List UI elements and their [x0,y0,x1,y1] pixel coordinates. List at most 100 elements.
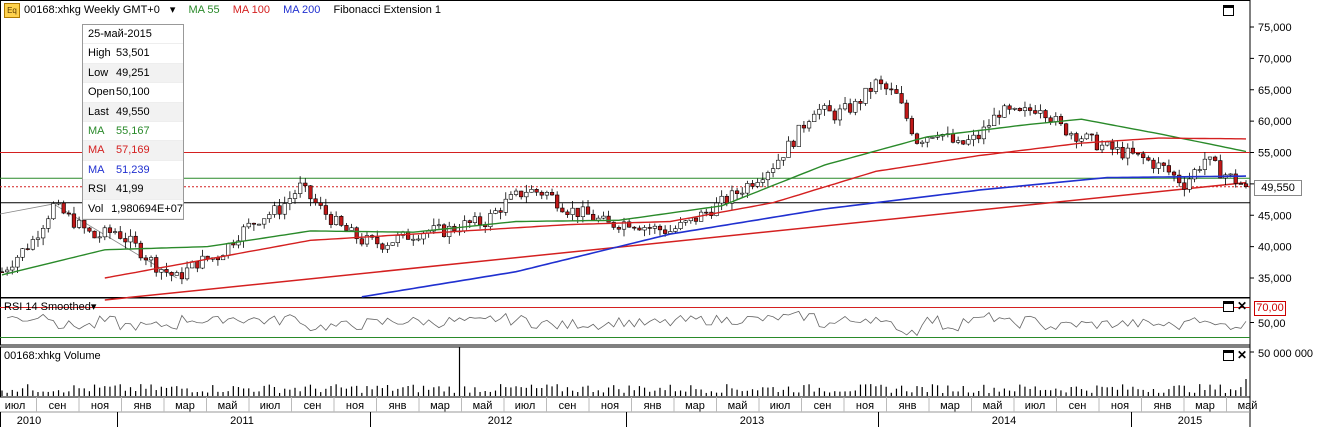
candle-body [791,140,796,147]
candle-body [1243,183,1249,187]
year-label: 2014 [992,415,1016,427]
candle-body [950,133,956,143]
year-label: 2011 [230,415,254,427]
ma200-legend[interactable]: MA 200 [283,4,321,16]
candle-body [878,79,884,85]
candle-body [431,225,436,232]
year-label: 2010 [17,415,41,427]
volume-pane-maximize-icon[interactable] [1223,350,1234,361]
month-label: янв [389,400,407,412]
info-label: Low [88,66,109,79]
candle-body [909,118,914,135]
candle-body [1063,123,1069,136]
candle-body [1048,117,1053,122]
candle-body [1038,110,1043,114]
symbol-badge[interactable]: Eq [4,3,20,18]
candle-body [354,227,359,240]
candle-body [1074,133,1079,142]
candle-body [174,272,179,276]
candle-body [961,140,966,145]
candle-body [627,221,632,228]
candle-body [308,185,313,200]
candle-body [760,179,765,183]
candle-body [1007,105,1012,110]
candle-body [236,240,241,246]
candle-body [61,202,66,214]
candle-body [575,207,580,218]
candle-body [1218,160,1223,179]
candle-body [467,220,472,223]
candle-body [637,227,642,231]
month-label: июл [260,400,281,412]
volume-pane-close-icon[interactable]: ✕ [1237,348,1248,362]
candle-body [976,134,981,140]
ma55-legend[interactable]: MA 55 [188,4,220,16]
year-label: 2012 [488,415,512,427]
candle-body [123,238,128,243]
info-value: 49,550 [116,105,150,118]
candle-body [1069,133,1074,136]
candle-body [827,105,832,112]
candle-body [251,222,256,225]
candle-body [868,87,873,92]
month-label: мар [175,400,195,412]
rsi-title[interactable]: RSI 14 Smoothed▾ [4,301,97,313]
candle-body [925,137,930,143]
month-label: мар [685,400,705,412]
rsi-pane-maximize-icon[interactable] [1223,301,1234,312]
candle-body [411,238,416,241]
candle-body [1161,162,1166,166]
info-value: 55,167 [116,124,150,137]
candle-body [1207,156,1213,160]
info-label: Open [88,86,115,99]
candle-body [488,213,493,228]
candle-body [601,215,606,219]
main-pane-maximize-icon[interactable] [1223,5,1234,16]
info-row-ma: MA 51,239 [83,161,183,181]
info-row-open: Open 50,100 [83,83,183,103]
month-label: ноя [346,400,364,412]
rsi-pane-close-icon[interactable]: ✕ [1237,299,1248,313]
candle-body [416,238,421,241]
candle-body [632,226,637,229]
month-label: май [728,400,748,412]
candle-body [462,220,467,232]
symbol-dropdown-icon[interactable]: ▾ [169,4,176,16]
info-row-rsi: RSI 41,99 [83,180,183,200]
candle-body [5,269,10,273]
info-row-high: High 53,501 [83,44,183,64]
candle-body [1146,157,1151,161]
rsi-mid-label: 50,00 [1258,318,1286,330]
candle-body [1135,152,1141,155]
candle-body [46,218,51,229]
candle-body [246,222,251,228]
candle-body [380,243,385,250]
candle-body [673,228,678,232]
candle-body [765,172,771,181]
symbol-title[interactable]: 00168:xhkg Weekly GMT+0 [24,4,160,16]
candle-body [359,238,364,245]
candle-body [102,227,107,238]
candle-body [385,245,390,250]
info-label: RSI [88,183,107,196]
y-tick-label: 35,000 [1258,273,1292,285]
candle-body [544,192,549,196]
candle-body [560,207,565,213]
candle-body [1043,110,1048,119]
y-tick-label: 70,000 [1258,53,1292,65]
candle-body [118,231,123,239]
fib-legend[interactable]: Fibonacci Extension 1 [333,4,442,16]
volume-title[interactable]: 00168:xhkg Volume [4,350,101,362]
ma100-legend[interactable]: MA 100 [232,4,270,16]
candle-body [323,205,328,215]
candle-body [724,195,729,204]
main-pane-frame [0,0,1251,298]
candle-body [292,193,298,199]
candle-body [683,220,688,223]
ma55-line [1,118,1247,276]
candle-body [328,214,334,225]
month-label: май [218,400,238,412]
candle-body [1233,173,1238,184]
month-label: сен [559,400,577,412]
